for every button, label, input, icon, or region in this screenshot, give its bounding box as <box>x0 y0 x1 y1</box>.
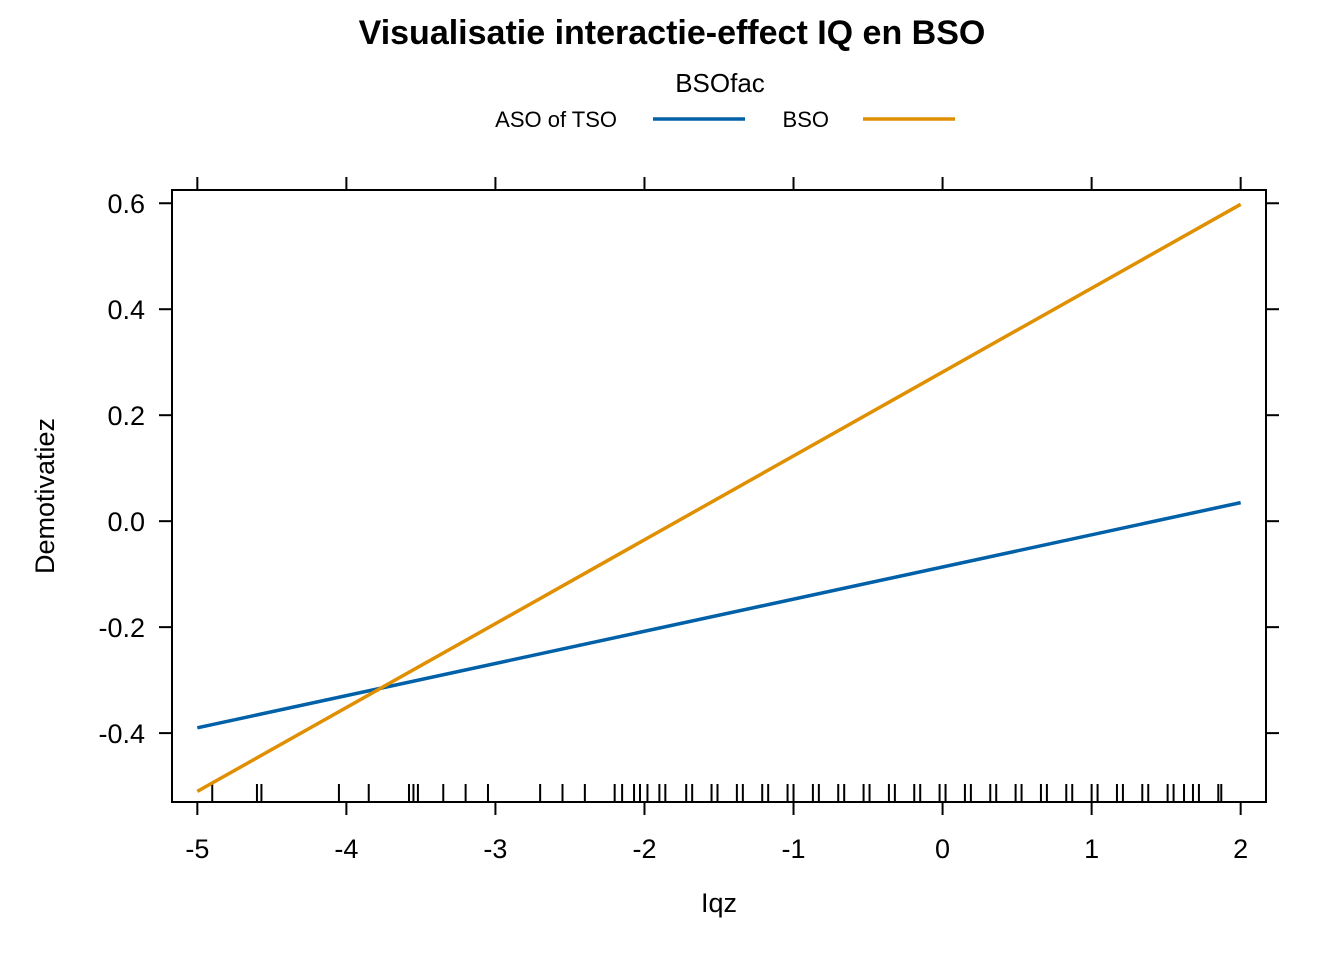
axis-tick-labels: -5 -4 -3 -2 -1 0 1 2 -0.4 -0.2 0.0 0.2 0.4 0.6 <box>98 189 1248 864</box>
x-tick-label: -5 <box>185 834 209 864</box>
y-axis-label: Demotivatiez <box>30 418 60 574</box>
series-line-aso-of-tso <box>196 500 1242 730</box>
axis-ticks <box>159 177 1279 815</box>
x-axis-label: Iqz <box>701 888 737 918</box>
series-lines <box>196 202 1242 793</box>
y-tick-label: -0.2 <box>98 613 145 643</box>
x-tick-label: 2 <box>1233 834 1248 864</box>
x-tick-label: -4 <box>334 834 358 864</box>
chart-title: Visualisatie interactie-effect IQ en BSO <box>359 14 986 52</box>
plot-panel <box>171 189 1267 803</box>
x-tick-label: -3 <box>483 834 507 864</box>
rug <box>211 784 1223 802</box>
legend-title: BSOfac <box>675 68 765 98</box>
legend-label-aso-of-tso: ASO of TSO <box>495 107 617 132</box>
y-tick-label: 0.4 <box>107 295 145 325</box>
x-tick-label: -2 <box>632 834 656 864</box>
legend: ASO of TSO BSO <box>495 107 955 132</box>
x-tick-label: -1 <box>782 834 806 864</box>
y-tick-label: 0.6 <box>107 189 145 219</box>
y-tick-label: 0.0 <box>107 507 145 537</box>
y-tick-label: -0.4 <box>98 719 145 749</box>
series-line-bso <box>196 202 1242 793</box>
x-tick-label: 0 <box>935 834 950 864</box>
y-tick-label: 0.2 <box>107 401 145 431</box>
x-tick-label: 1 <box>1084 834 1099 864</box>
legend-label-bso: BSO <box>783 107 829 132</box>
